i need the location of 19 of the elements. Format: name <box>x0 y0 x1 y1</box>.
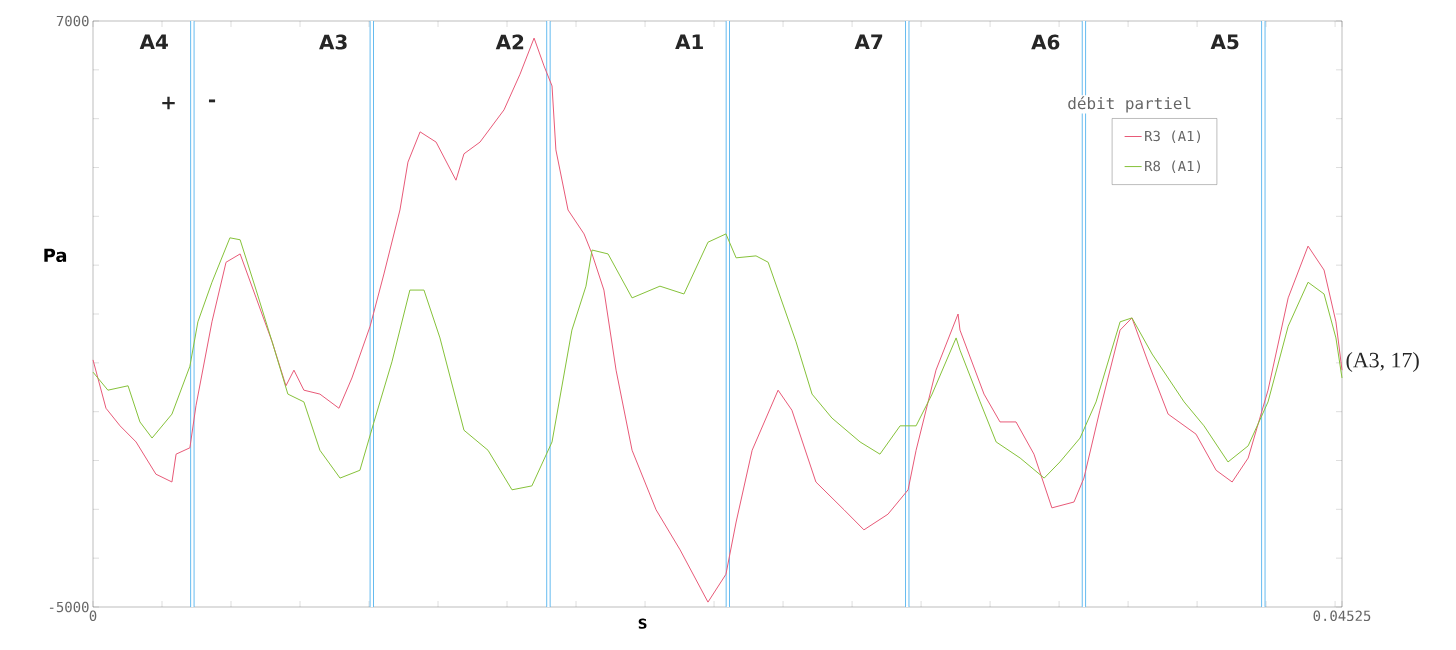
annotation: A4 <box>139 34 168 50</box>
y-tick-label: 7000 <box>56 15 89 27</box>
x-tick-label: 0.04525 <box>1313 610 1371 622</box>
annotation: A2 <box>495 34 524 50</box>
annotation: (A3, 17) <box>1346 352 1419 372</box>
y-tick-label: -5000 <box>49 601 89 613</box>
legend-label: R3 (A1) <box>1145 130 1200 143</box>
x-axis-title: s <box>638 618 647 629</box>
annotation: A1 <box>675 34 703 50</box>
annotation: + <box>162 96 175 110</box>
legend-label: R8 (A1) <box>1145 160 1200 173</box>
legend-title: débit partiel <box>1068 96 1191 113</box>
annotation: - <box>208 99 216 103</box>
x-tick-label: 0 <box>89 610 97 622</box>
annotation: A5 <box>1210 34 1239 50</box>
y-axis-title: Pa <box>44 248 67 263</box>
annotation: A6 <box>1031 34 1060 50</box>
annotation: A7 <box>854 34 883 50</box>
annotation: A3 <box>319 34 347 50</box>
